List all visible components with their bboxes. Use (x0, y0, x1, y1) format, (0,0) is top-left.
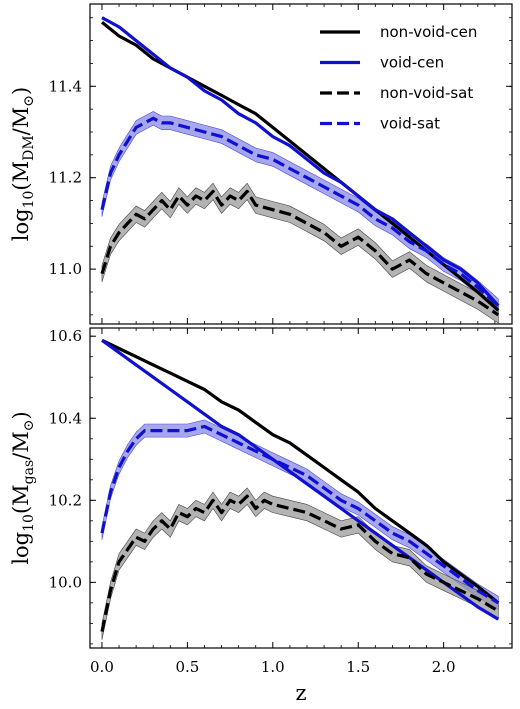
x-tick-label: 0.5 (175, 658, 199, 676)
legend-label-non-void-cen: non-void-cen (380, 23, 477, 41)
x-tick-label: 2.0 (432, 658, 456, 676)
series-line-non-void-cen (101, 338, 500, 605)
x-tick-label: 1.5 (346, 658, 370, 676)
y-axis-label-part: 10 (21, 191, 37, 209)
x-tick-label: 0.0 (90, 658, 114, 676)
y-axis-label-part: 10 (21, 514, 37, 532)
band-non-void-sat (101, 182, 499, 324)
series-line-non-void-sat (100, 189, 500, 317)
y-axis-label-part: /M (9, 107, 33, 136)
y-axis-label-part: ⊙ (21, 420, 37, 432)
y-tick-label: 10.6 (49, 327, 82, 345)
panel-top-dm-mass: 11.0 11.2 11.4 log10(MDM/M⊙) non-void-cen voi… (9, 3, 513, 325)
series-line-void-cen (101, 16, 500, 307)
series-line-non-void-sat (100, 494, 500, 632)
legend-label-non-void-sat: non-void-sat (380, 84, 473, 102)
y-axis-label-part: gas (21, 460, 37, 485)
y-axis-label: log10(Mgas/M⊙) (9, 411, 37, 564)
y-axis-label-part: log (9, 532, 33, 565)
legend-label-void-cen: void-cen (380, 54, 444, 72)
plot-area (100, 16, 500, 324)
axes-frame (89, 3, 513, 325)
y-axis-label: log10(MDM/M⊙) (9, 87, 37, 241)
y-tick-label: 11.0 (49, 260, 82, 278)
legend-label-void-sat: void-sat (380, 115, 440, 133)
x-axis-label: z (295, 681, 306, 705)
y-axis-label-part: (M (9, 484, 33, 514)
series-line-void-sat (100, 424, 500, 605)
plot-area (100, 338, 500, 640)
y-tick-label: 10.4 (49, 409, 82, 427)
y-axis-label-part: /M (9, 431, 33, 460)
legend: non-void-cen void-cen non-void-sat void-sat (320, 23, 477, 133)
y-tick-label: 10.2 (49, 491, 82, 509)
y-axis-label-part: ) (9, 411, 33, 419)
y-tick-label: 10.0 (49, 573, 82, 591)
y-axis-label-part: log (9, 208, 33, 241)
axes-frame (89, 327, 513, 649)
series-line-void-cen (101, 339, 500, 621)
panel-bottom-gas-mass: 0.0 0.5 1.0 1.5 2.0 10.0 10.2 10.4 10.6 log10(Mga… (9, 327, 513, 705)
x-tick-label: 1.0 (261, 658, 285, 676)
y-tick-label: 11.2 (49, 169, 82, 187)
y-tick-label: 11.4 (49, 77, 82, 95)
y-axis-label-part: (M (9, 161, 33, 191)
y-axis-label-part: ) (9, 87, 33, 95)
y-axis-label-part: DM (21, 135, 37, 161)
y-axis-label-part: ⊙ (21, 95, 37, 107)
series-line-void-sat (100, 116, 500, 307)
